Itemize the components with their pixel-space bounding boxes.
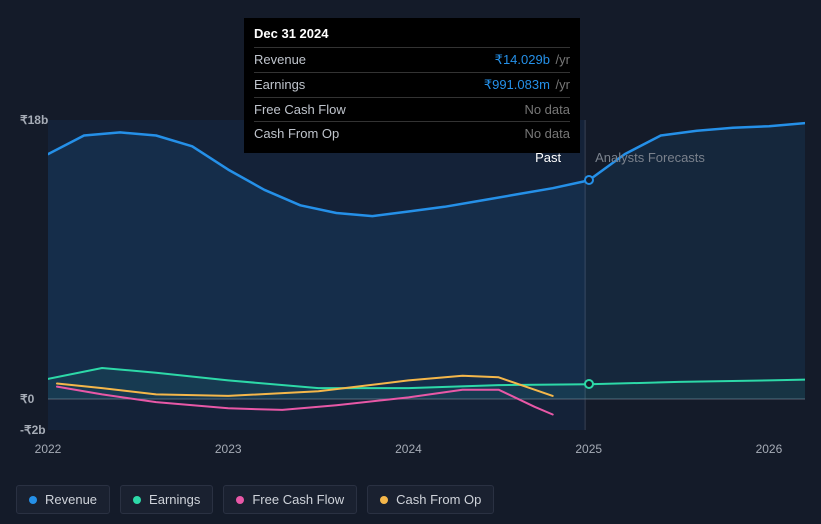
tooltip-row-value: ₹14.029b /yr bbox=[495, 52, 570, 68]
tooltip-row-label: Free Cash Flow bbox=[254, 102, 346, 117]
series-marker bbox=[584, 379, 594, 389]
tooltip-row-label: Revenue bbox=[254, 52, 306, 68]
y-axis-label: ₹18b bbox=[20, 113, 48, 127]
tooltip-row: Cash From Op No data bbox=[254, 121, 570, 145]
x-axis-label: 2026 bbox=[756, 442, 783, 456]
x-axis-label: 2023 bbox=[215, 442, 242, 456]
tooltip-row-value: No data bbox=[524, 102, 570, 117]
series-marker bbox=[584, 175, 594, 185]
tooltip-date: Dec 31 2024 bbox=[254, 26, 570, 47]
legend-label: Cash From Op bbox=[396, 492, 481, 507]
legend-item[interactable]: Earnings bbox=[120, 485, 213, 514]
legend-item[interactable]: Free Cash Flow bbox=[223, 485, 357, 514]
legend: Revenue Earnings Free Cash Flow Cash From O… bbox=[16, 485, 494, 514]
tooltip-row-label: Earnings bbox=[254, 77, 305, 93]
legend-dot-icon bbox=[236, 496, 244, 504]
tooltip-row: Free Cash Flow No data bbox=[254, 97, 570, 121]
line-chart bbox=[48, 120, 805, 430]
legend-label: Earnings bbox=[149, 492, 200, 507]
x-axis-label: 2022 bbox=[35, 442, 62, 456]
legend-label: Revenue bbox=[45, 492, 97, 507]
tooltip-row-label: Cash From Op bbox=[254, 126, 339, 141]
legend-item[interactable]: Cash From Op bbox=[367, 485, 494, 514]
legend-dot-icon bbox=[380, 496, 388, 504]
legend-item[interactable]: Revenue bbox=[16, 485, 110, 514]
x-axis-label: 2024 bbox=[395, 442, 422, 456]
tooltip-row: Revenue ₹14.029b /yr bbox=[254, 47, 570, 72]
tooltip-row-value: ₹991.083m /yr bbox=[484, 77, 570, 93]
legend-label: Free Cash Flow bbox=[252, 492, 344, 507]
chart-area: Past Analysts Forecasts ₹18b₹0-₹2b 20222… bbox=[0, 120, 821, 480]
tooltip-row-value: No data bbox=[524, 126, 570, 141]
legend-dot-icon bbox=[29, 496, 37, 504]
tooltip-row: Earnings ₹991.083m /yr bbox=[254, 72, 570, 97]
tooltip: Dec 31 2024 Revenue ₹14.029b /yr Earnings ₹… bbox=[244, 18, 580, 153]
region-label-forecast: Analysts Forecasts bbox=[595, 150, 705, 165]
x-axis-label: 2025 bbox=[575, 442, 602, 456]
y-axis-label: ₹0 bbox=[20, 392, 34, 406]
y-axis-label: -₹2b bbox=[20, 423, 46, 437]
legend-dot-icon bbox=[133, 496, 141, 504]
